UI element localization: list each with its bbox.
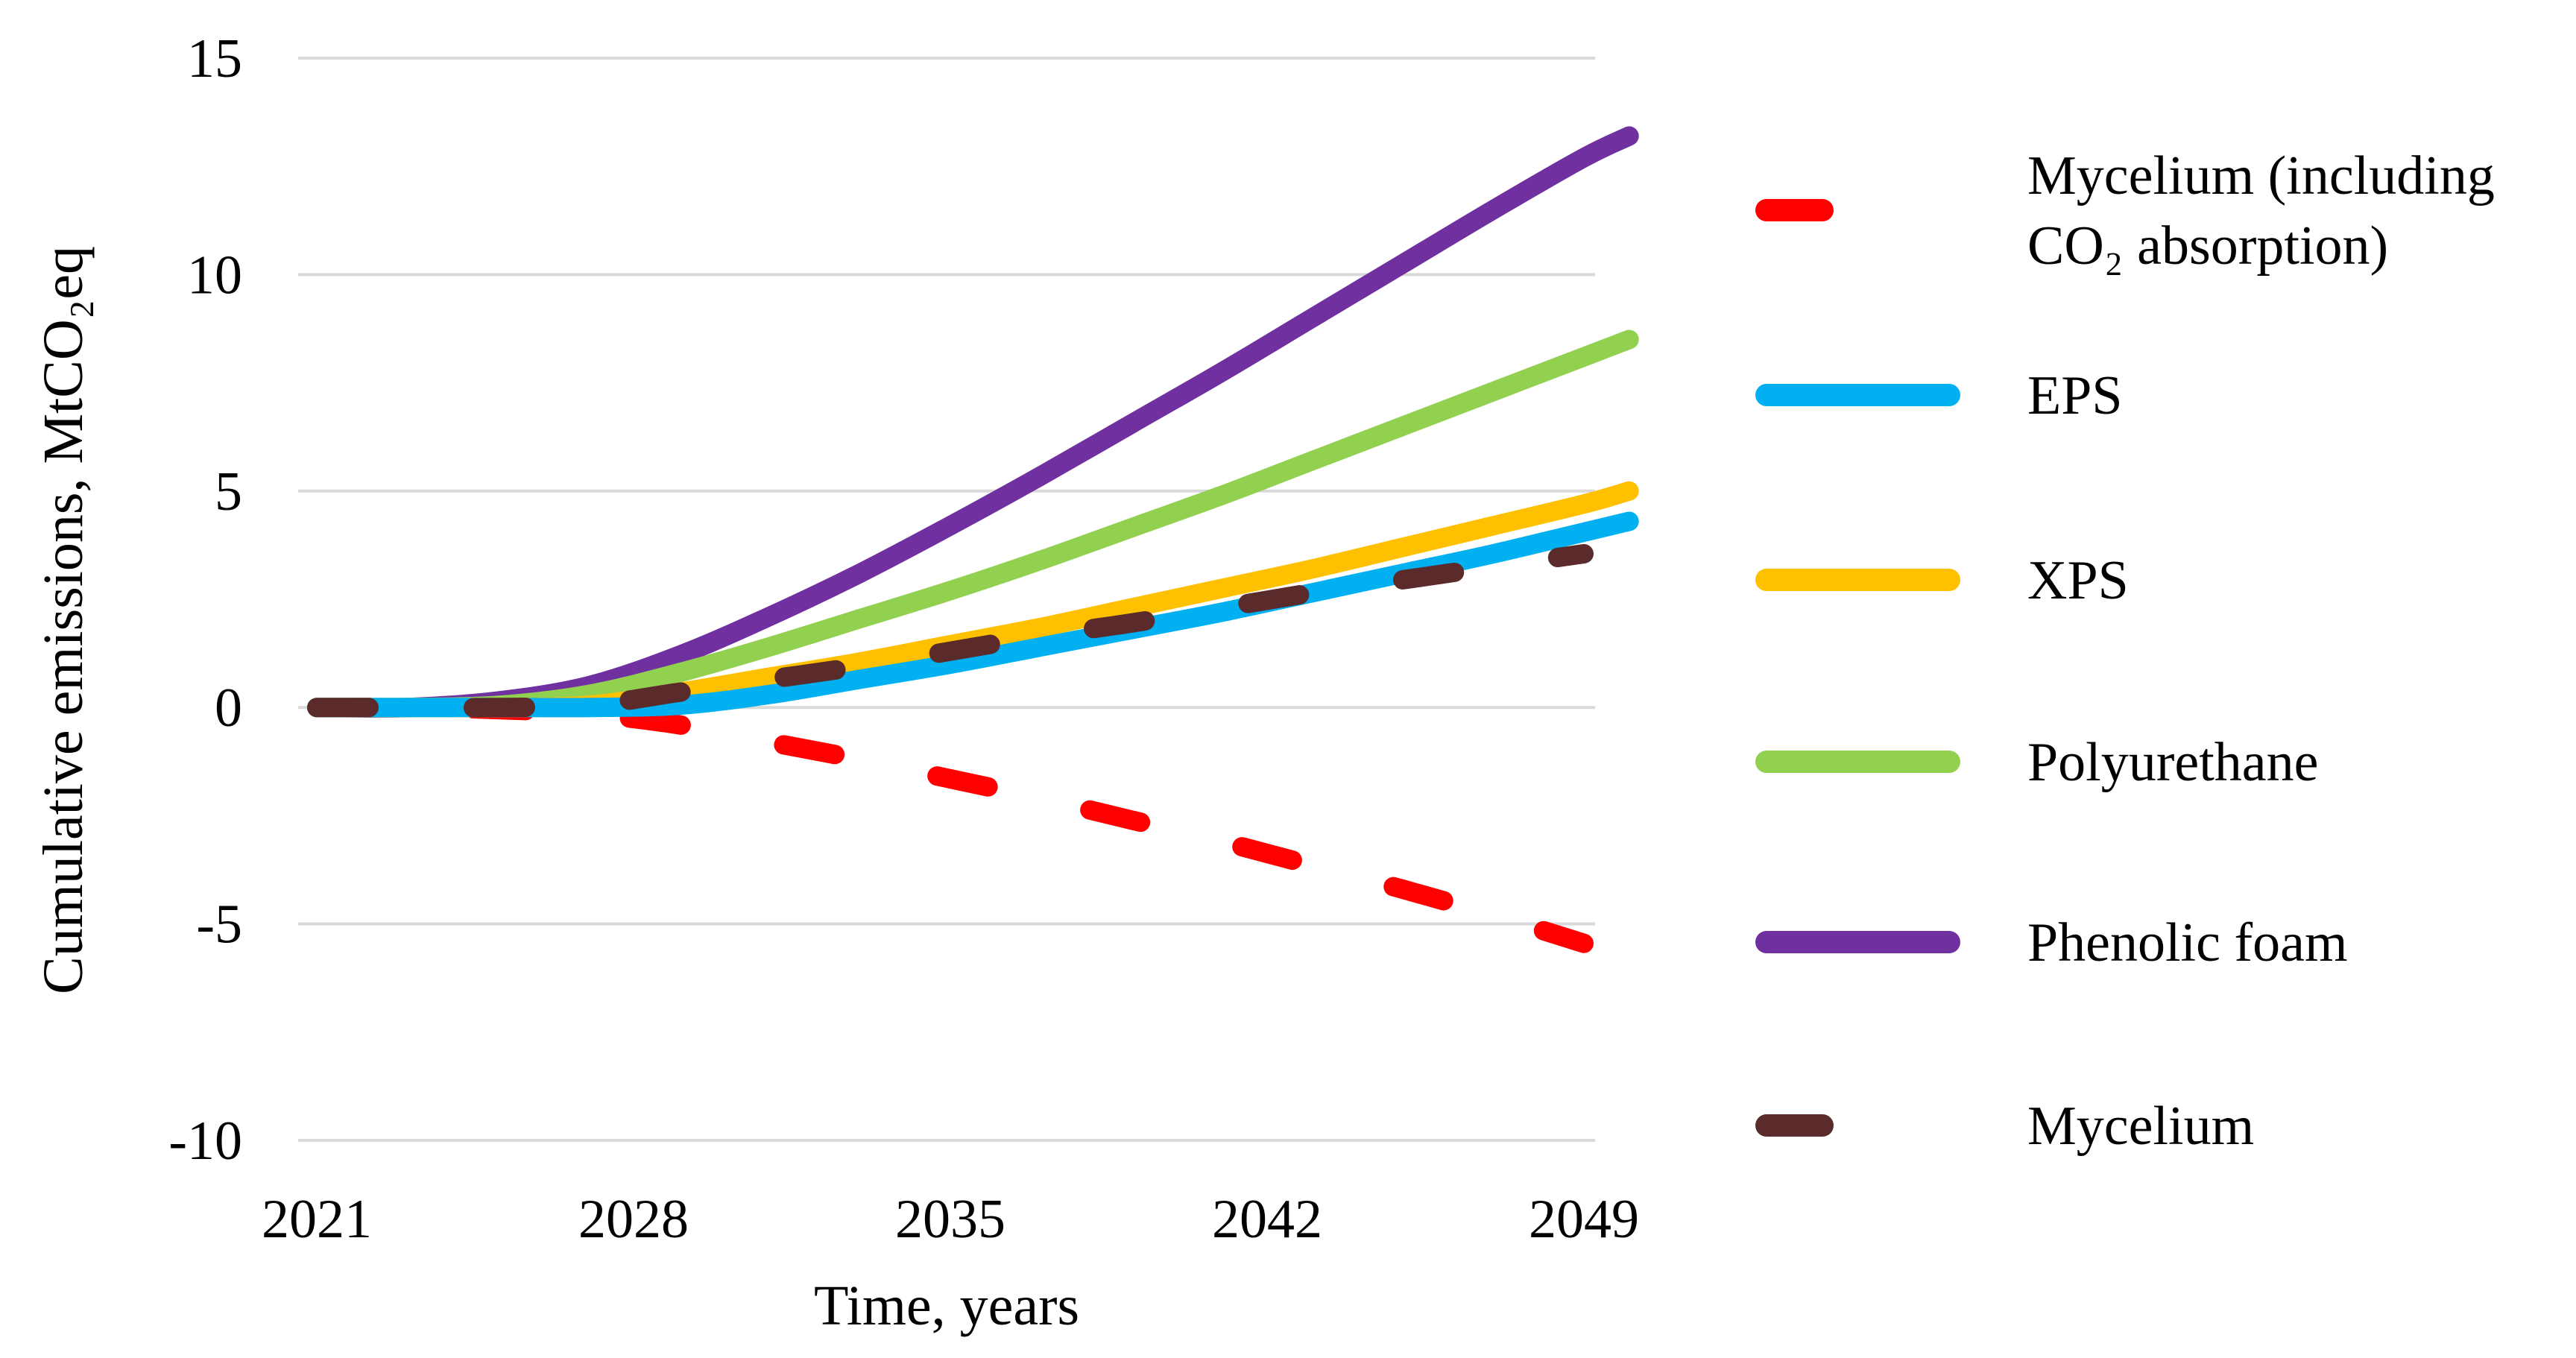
y-axis-title: Cumulative emissions, MtCO₂eq: [32, 246, 95, 994]
y-tick-label: 10: [187, 244, 242, 306]
x-axis-ticks: 2021 2028 2035 2042 2049: [262, 1189, 1639, 1250]
y-tick-label: 15: [187, 28, 242, 89]
y-axis-ticks: -10 -5 0 5 10 15: [168, 28, 242, 1172]
legend-label: Phenolic foam: [2027, 912, 2348, 973]
y-tick-label: -5: [196, 894, 242, 956]
series-lines: [307, 126, 1639, 953]
x-tick-label: 2028: [578, 1189, 689, 1250]
x-tick-label: 2049: [1529, 1189, 1639, 1250]
series-line-mycelium-including-co-absorption: [307, 697, 1594, 953]
x-tick-label: 2035: [895, 1189, 1006, 1250]
legend-label: XPS: [2027, 550, 2129, 611]
y-tick-label: 0: [215, 678, 242, 739]
legend-label: Polyurethane: [2027, 732, 2318, 793]
series-line-mycelium: [307, 544, 1594, 718]
legend: Mycelium (including CO₂ absorption) EPS XPS…: [1755, 145, 2495, 1157]
legend-label: Mycelium: [2027, 1096, 2254, 1157]
legend-label: EPS: [2027, 365, 2123, 426]
y-tick-label: -10: [168, 1111, 242, 1172]
x-tick-label: 2042: [1212, 1189, 1322, 1250]
legend-label: Mycelium (including CO₂ absorption): [2027, 145, 2495, 277]
x-tick-label: 2021: [262, 1189, 372, 1250]
x-axis-title: Time, years: [814, 1275, 1079, 1337]
y-tick-label: 5: [215, 461, 242, 522]
